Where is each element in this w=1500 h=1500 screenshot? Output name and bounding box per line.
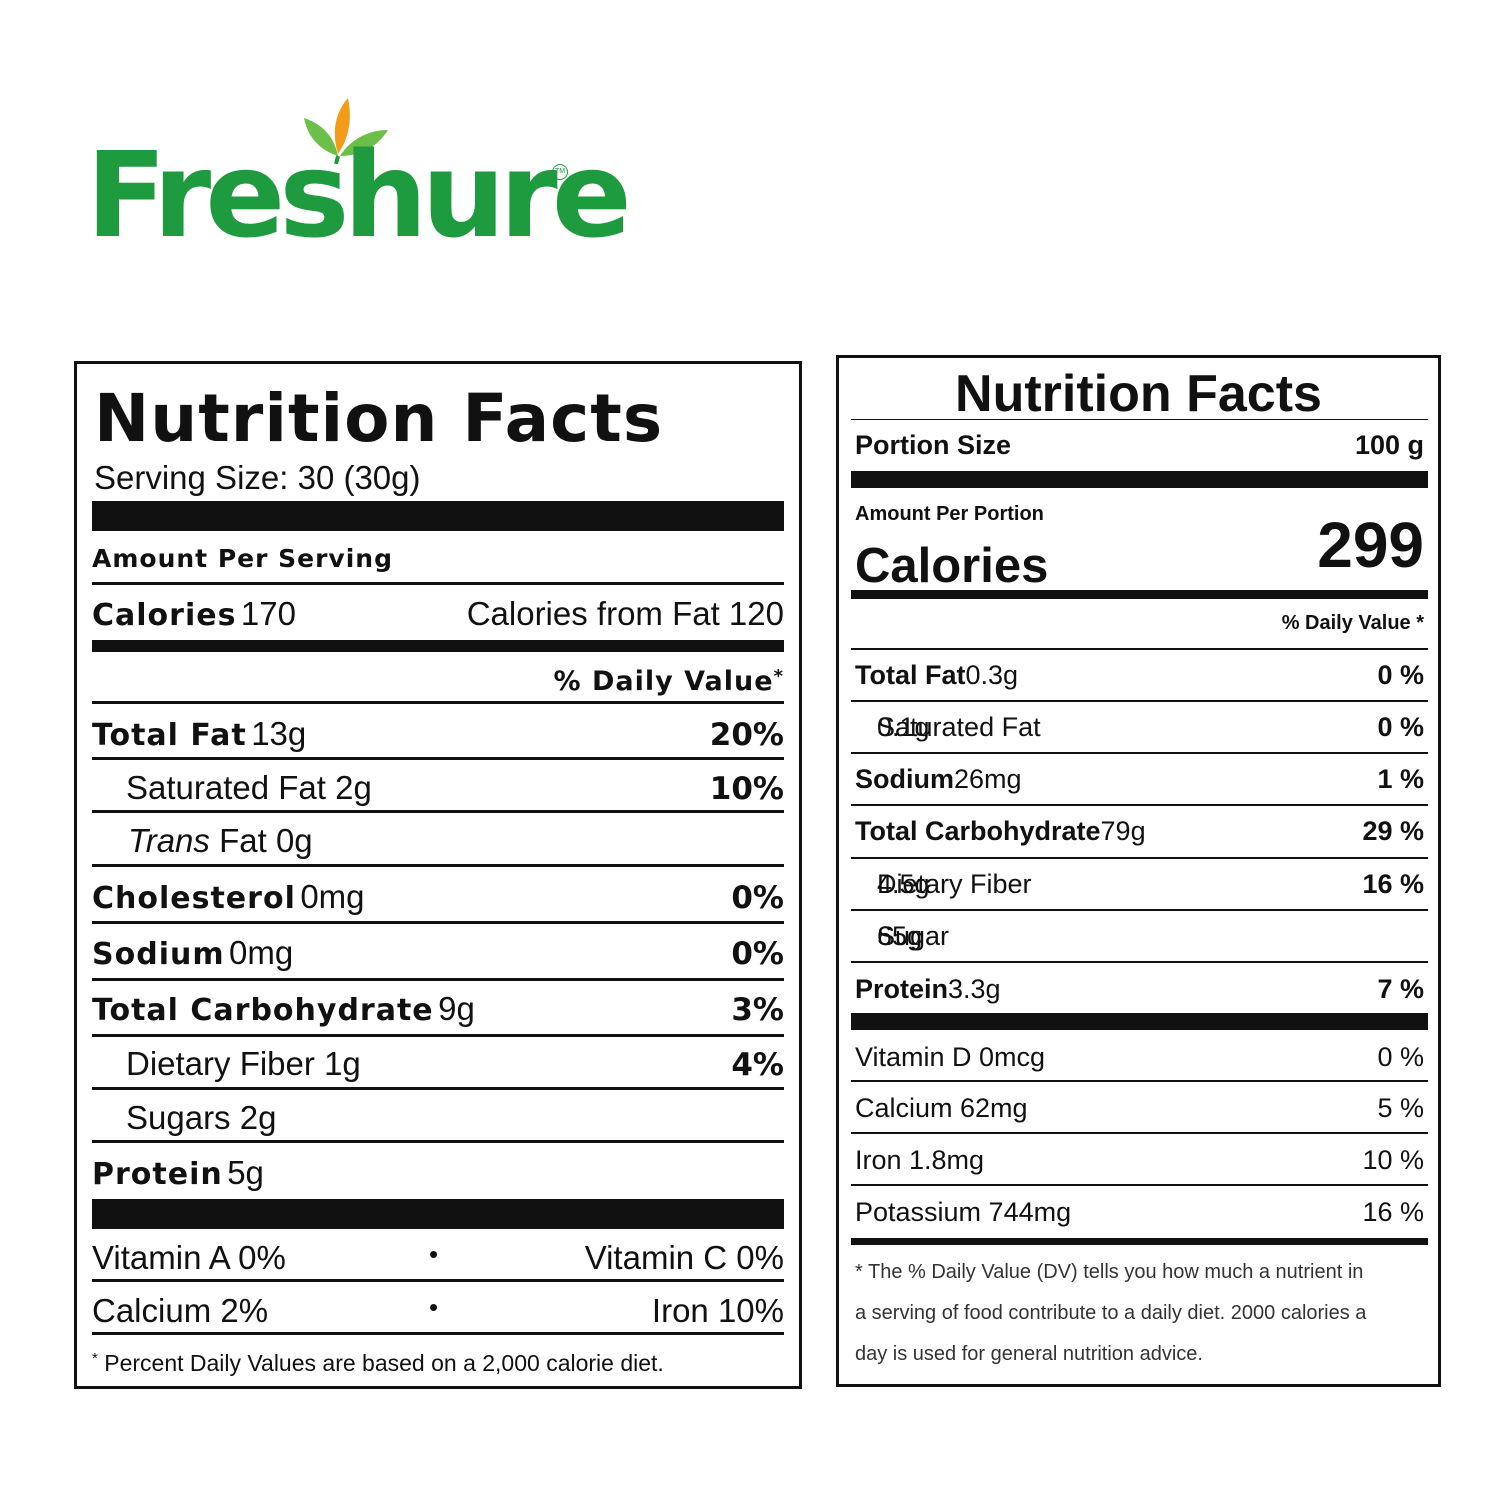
thick-divider	[92, 1199, 784, 1229]
divider	[92, 1279, 784, 1282]
daily-value-percent: 5 %	[1377, 1093, 1424, 1123]
divider	[92, 978, 784, 981]
divider	[92, 701, 784, 704]
leaf-icon	[304, 98, 388, 164]
divider	[92, 582, 784, 585]
daily-value-header: % Daily Value	[553, 666, 774, 697]
calories-from-fat: Calories from Fat 120	[466, 595, 784, 632]
divider	[851, 1184, 1428, 1186]
daily-value-percent: 1 %	[1377, 764, 1424, 794]
calories-label: Calories	[855, 539, 1049, 593]
brand-name: Freshure	[86, 126, 632, 264]
daily-value-percent: 10%	[709, 771, 784, 807]
divider	[851, 648, 1428, 650]
daily-value-percent: 0%	[731, 936, 784, 972]
calories-value: 299	[1317, 509, 1424, 581]
nutrition-label-left: Nutrition Facts Serving Size: 30 (30g) A…	[74, 361, 802, 1389]
thick-divider	[92, 501, 784, 531]
divider	[851, 961, 1428, 963]
daily-value-percent: 7 %	[1377, 974, 1424, 1004]
daily-value-percent: 16 %	[1362, 1197, 1424, 1227]
daily-value-percent: 20%	[709, 717, 784, 753]
divider	[851, 909, 1428, 911]
label-title: Nutrition Facts	[955, 365, 1322, 423]
divider	[92, 1332, 784, 1335]
medium-divider	[92, 640, 784, 652]
divider	[851, 700, 1428, 702]
amount-per-serving: Amount Per Serving	[92, 544, 393, 573]
calories-label: Calories	[92, 598, 237, 633]
medium-divider	[851, 590, 1428, 599]
label-title: Nutrition Facts	[94, 380, 664, 457]
daily-value-percent: 0 %	[1377, 660, 1424, 690]
divider	[92, 864, 784, 867]
daily-value-percent: 0 %	[1377, 1042, 1424, 1072]
calories-value: 170	[240, 595, 296, 632]
portion-size-value: 100 g	[1354, 430, 1424, 460]
portion-size-label: Portion Size	[855, 430, 1012, 460]
divider	[851, 804, 1428, 806]
bullet-separator: •	[429, 1239, 439, 1269]
serving-size: Serving Size: 30 (30g)	[94, 459, 421, 496]
bullet-separator: •	[429, 1292, 439, 1322]
daily-value-percent: 16 %	[1362, 869, 1424, 899]
thick-divider	[851, 1013, 1428, 1030]
divider	[92, 1034, 784, 1037]
daily-value-percent: 10 %	[1362, 1145, 1424, 1175]
divider	[92, 757, 784, 760]
trademark-symbol: TM	[552, 164, 568, 180]
divider	[851, 752, 1428, 754]
divider	[851, 1080, 1428, 1082]
divider	[92, 810, 784, 813]
thick-divider	[851, 471, 1428, 488]
freshure-logo: Freshure TM	[82, 84, 632, 264]
daily-value-percent: 0 %	[1377, 712, 1424, 742]
divider	[92, 1140, 784, 1143]
daily-value-percent: 3%	[731, 992, 784, 1028]
divider	[851, 1132, 1428, 1134]
divider	[851, 857, 1428, 859]
nutrition-label-right: Nutrition Facts Portion Size 100 g Amoun…	[836, 355, 1441, 1387]
divider	[92, 921, 784, 924]
daily-value-header: % Daily Value *	[1281, 612, 1424, 634]
daily-value-percent: 0%	[731, 880, 784, 916]
divider	[92, 1087, 784, 1090]
daily-value-percent: 29 %	[1362, 816, 1424, 846]
medium-divider	[851, 1238, 1428, 1245]
divider	[851, 419, 1428, 420]
daily-value-percent: 4%	[731, 1047, 784, 1083]
amount-per-portion: Amount Per Portion	[855, 503, 1044, 525]
